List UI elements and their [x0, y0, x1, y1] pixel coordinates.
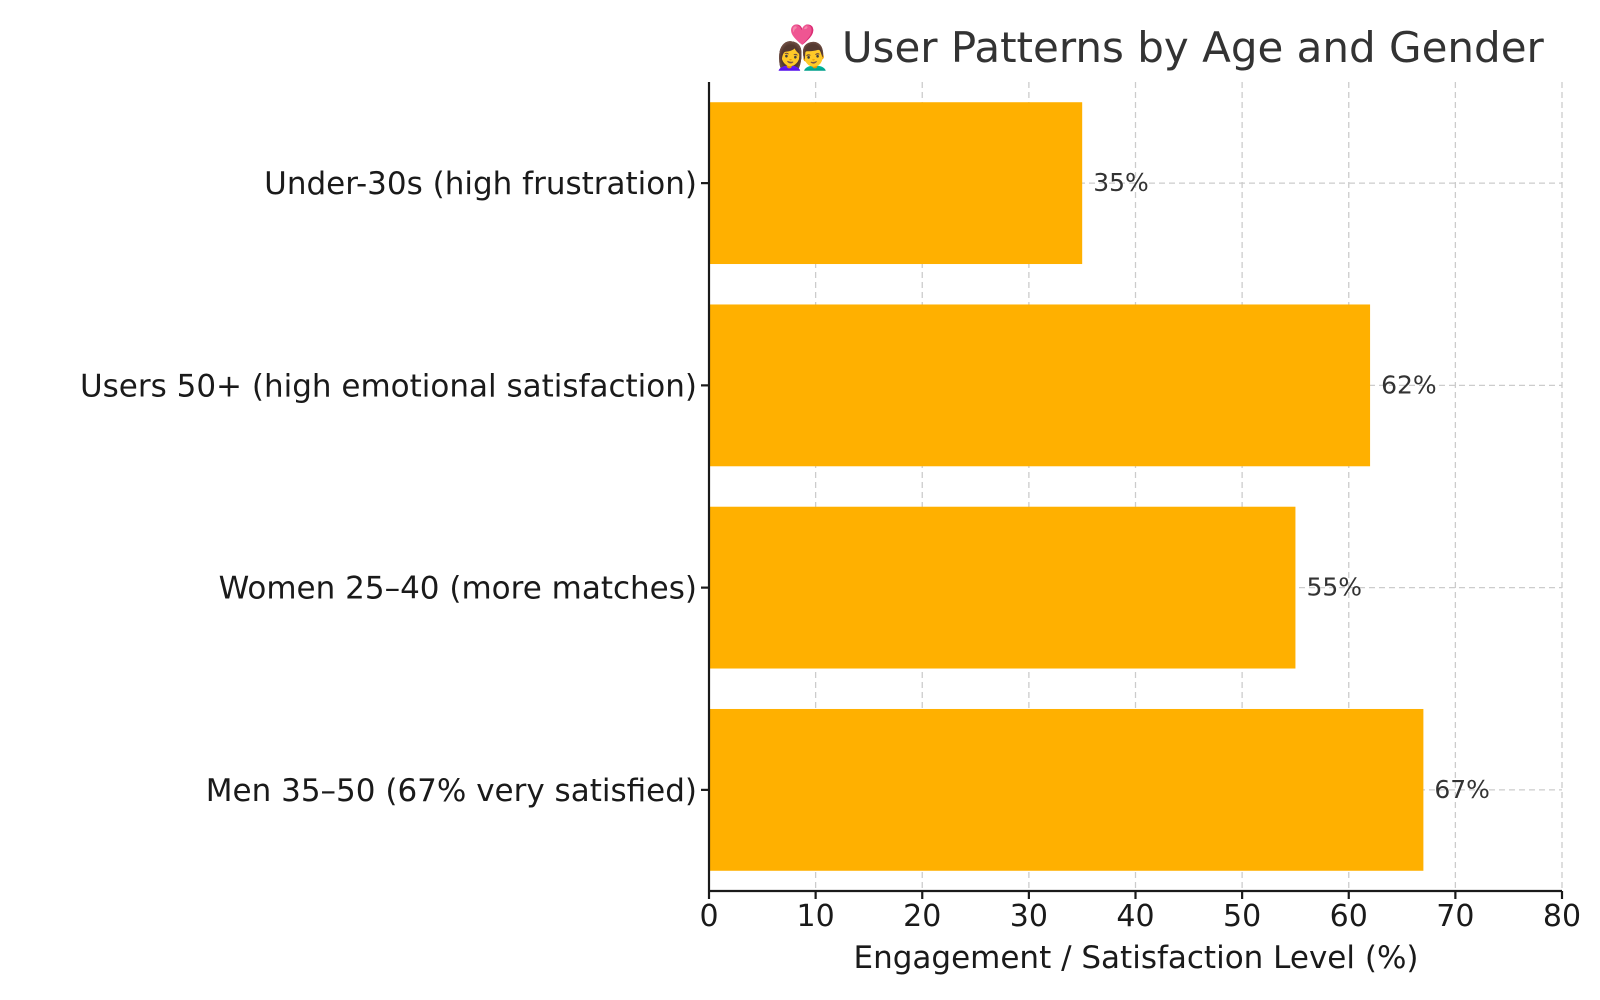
- chart-title: 👩‍❤️‍👨 User Patterns by Age and Gender: [776, 23, 1544, 72]
- x-tick-label: 30: [1010, 899, 1048, 934]
- data-label: 35%: [1093, 168, 1149, 197]
- data-labels: 35% 62% 55% 67%: [1093, 168, 1490, 804]
- data-label: 55%: [1306, 573, 1362, 602]
- bar: [709, 506, 1296, 669]
- x-tick-label: 50: [1223, 899, 1261, 934]
- x-tick-label: 80: [1543, 899, 1581, 934]
- x-tick-label: 0: [699, 899, 718, 934]
- x-tick-label: 40: [1116, 899, 1154, 934]
- x-tick-label: 20: [903, 899, 941, 934]
- x-axis-label: Engagement / Satisfaction Level (%): [854, 940, 1419, 976]
- bar: [709, 102, 1083, 265]
- data-label: 62%: [1381, 370, 1437, 399]
- x-tick-label: 70: [1436, 899, 1474, 934]
- data-label: 67%: [1434, 775, 1490, 804]
- category-label: Under-30s (high frustration): [264, 166, 697, 202]
- bars: [709, 102, 1424, 871]
- category-label: Men 35–50 (67% very satisfied): [206, 773, 697, 809]
- bar: [709, 708, 1424, 871]
- category-label: Users 50+ (high emotional satisfaction): [80, 368, 697, 404]
- bar: [709, 304, 1371, 467]
- category-label: Women 25–40 (more matches): [219, 571, 697, 607]
- x-tick-label: 10: [797, 899, 835, 934]
- x-tick-label: 60: [1330, 899, 1368, 934]
- axes: Under-30s (high frustration) Users 50+ (h…: [80, 82, 1581, 934]
